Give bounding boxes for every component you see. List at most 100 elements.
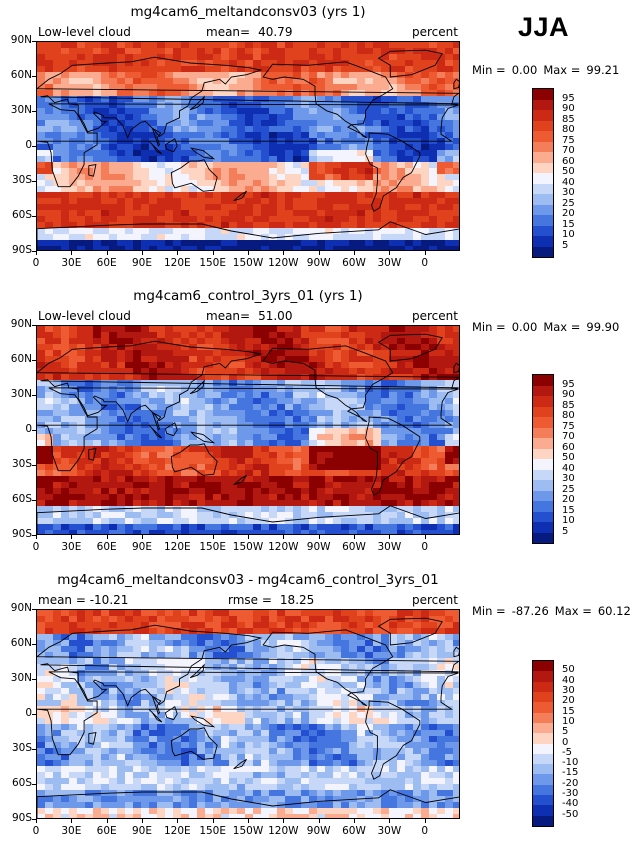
field-cell: [237, 192, 246, 199]
field-cell: [269, 96, 278, 103]
field-cell: [373, 326, 382, 333]
field-cell: [237, 676, 246, 683]
field-cell: [221, 156, 230, 163]
field-cell: [365, 464, 374, 471]
field-cell: [437, 676, 446, 683]
field-cell: [373, 222, 382, 229]
field-cell: [77, 174, 86, 181]
field-cell: [365, 652, 374, 659]
field-cell: [373, 440, 382, 447]
field-cell: [101, 180, 110, 187]
field-cell: [341, 718, 350, 725]
field-cell: [421, 42, 430, 49]
field-cell: [437, 446, 446, 453]
field-cell: [133, 616, 142, 623]
field-cell: [53, 730, 62, 737]
field-cell: [445, 192, 454, 199]
field-cell: [213, 332, 222, 339]
x-tick: [106, 251, 108, 255]
field-cell: [109, 500, 118, 507]
field-cell: [309, 132, 318, 139]
field-cell: [285, 622, 294, 629]
field-cell: [373, 398, 382, 405]
field-cell: [109, 658, 118, 665]
field-cell: [285, 494, 294, 501]
field-cell: [77, 622, 86, 629]
field-cell: [69, 126, 78, 133]
field-cell: [221, 246, 230, 250]
field-cell: [221, 500, 230, 507]
field-cell: [133, 428, 142, 435]
field-cell: [229, 622, 238, 629]
field-cell: [357, 222, 366, 229]
field-cell: [405, 616, 414, 623]
field-cell: [365, 192, 374, 199]
field-cell: [269, 688, 278, 695]
field-cell: [61, 192, 70, 199]
field-cell: [45, 530, 54, 534]
field-cell: [349, 476, 358, 483]
field-cell: [373, 482, 382, 489]
field-cell: [221, 126, 230, 133]
field-cell: [445, 210, 454, 217]
field-cell: [333, 90, 342, 97]
field-cell: [429, 488, 438, 495]
field-cell: [149, 156, 158, 163]
field-cell: [53, 48, 62, 55]
field-cell: [157, 54, 166, 61]
field-cell: [205, 356, 214, 363]
field-cell: [405, 512, 414, 519]
field-cell: [77, 640, 86, 647]
field-cell: [245, 452, 254, 459]
field-cell: [413, 120, 422, 127]
field-cell: [69, 132, 78, 139]
field-cell: [45, 374, 54, 381]
field-cell: [333, 42, 342, 49]
field-cell: [453, 228, 459, 235]
field-cell: [381, 524, 390, 531]
field-cell: [69, 658, 78, 665]
field-cell: [149, 664, 158, 671]
field-cell: [109, 610, 118, 617]
field-cell: [45, 440, 54, 447]
colorbar-segment: [533, 396, 553, 407]
field-cell: [341, 434, 350, 441]
field-cell: [165, 512, 174, 519]
field-cell: [93, 622, 102, 629]
field-cell: [453, 434, 459, 441]
field-cell: [205, 410, 214, 417]
field-cell: [293, 240, 302, 247]
field-cell: [269, 506, 278, 513]
coastlines: [37, 333, 459, 534]
field-cell: [213, 338, 222, 345]
field-cell: [277, 464, 286, 471]
field-cell: [269, 108, 278, 115]
field-cell: [45, 610, 54, 617]
colorbar-segment: [533, 225, 553, 236]
field-cell: [101, 78, 110, 85]
field-cell: [277, 470, 286, 477]
field-cell: [85, 410, 94, 417]
field-cell: [373, 240, 382, 247]
field-cell: [445, 204, 454, 211]
field-cell: [325, 512, 334, 519]
colorbar-label: 40: [562, 176, 575, 188]
field-cell: [293, 374, 302, 381]
field-cell: [125, 54, 134, 61]
field-cell: [325, 150, 334, 157]
y-tick: [32, 76, 36, 77]
field-cell: [125, 458, 134, 465]
field-cell: [133, 108, 142, 115]
field-cell: [141, 374, 150, 381]
field-cell: [229, 156, 238, 163]
field-cell: [101, 670, 110, 677]
field-cell: [245, 60, 254, 67]
field-cell: [261, 398, 270, 405]
field-cell: [301, 670, 310, 677]
field-cell: [293, 500, 302, 507]
field-cell: [197, 120, 206, 127]
field-cell: [445, 398, 454, 405]
field-cell: [149, 96, 158, 103]
field-cell: [229, 114, 238, 121]
field-cell: [341, 84, 350, 91]
